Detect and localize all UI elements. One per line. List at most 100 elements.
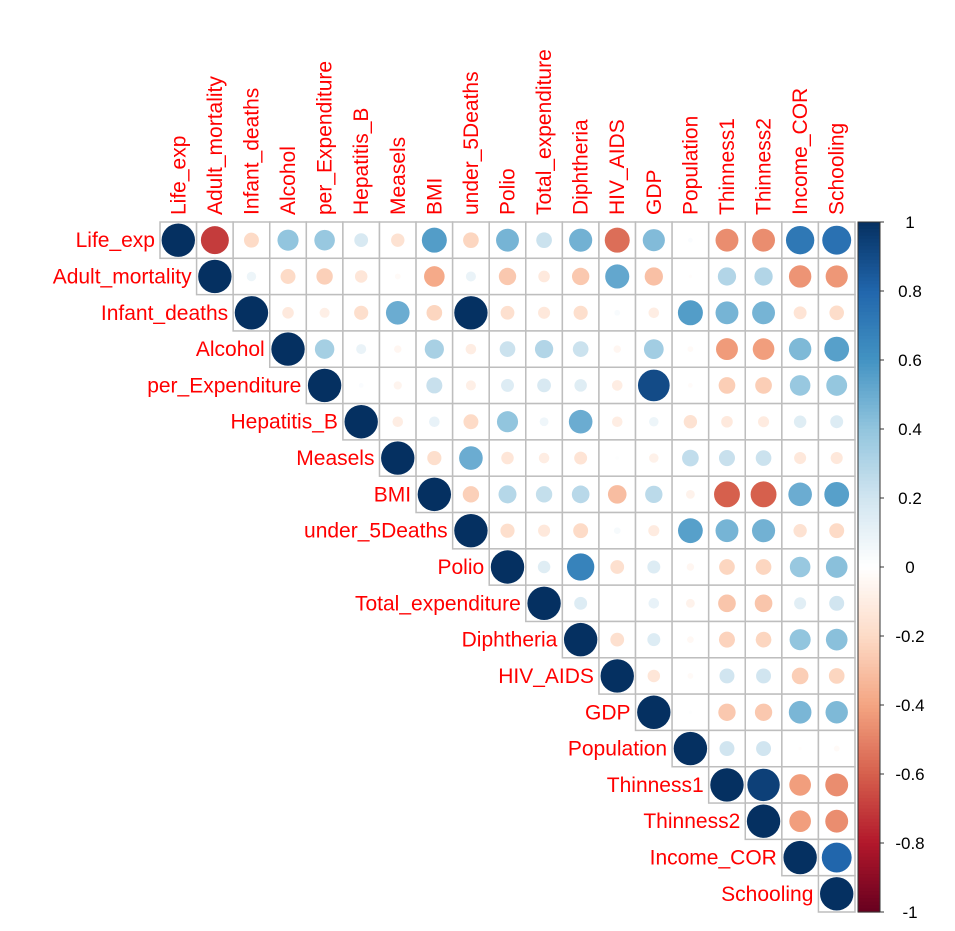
corr-circle-Life_exp-HIV_AIDS xyxy=(604,227,630,253)
colorbar-segment xyxy=(858,418,880,423)
corr-circle-Measels-GDP xyxy=(649,453,659,463)
column-label: Measels xyxy=(387,137,410,215)
column-label: per_Expenditure xyxy=(314,61,337,215)
corr-circle-Infant_deaths-Thinness1 xyxy=(715,301,739,325)
colorbar-segment xyxy=(858,887,880,892)
colorbar-segment xyxy=(858,660,880,665)
cell xyxy=(817,729,856,768)
corr-circle-Life_exp-Polio xyxy=(496,228,519,252)
cell xyxy=(598,584,637,623)
colorbar-segment xyxy=(858,366,880,371)
colorbar-segment xyxy=(858,415,880,420)
colorbar-segment xyxy=(858,573,880,578)
corr-circle-under_5Deaths-Polio xyxy=(500,523,515,538)
corr-circle-Measels-Income_COR xyxy=(794,452,807,465)
colorbar-segment xyxy=(858,736,880,741)
row-label: HIV_AIDS xyxy=(498,665,594,688)
colorbar-segment xyxy=(858,356,880,361)
row-label: GDP xyxy=(585,701,631,724)
column-label: Adult_mortality xyxy=(204,76,227,215)
colorbar-segment xyxy=(858,701,880,706)
colorbar-segment xyxy=(858,501,880,506)
colorbar-segment xyxy=(858,391,880,396)
corr-circle-GDP-Thinness1 xyxy=(718,703,736,721)
column-label: Infant_deaths xyxy=(240,88,263,215)
colorbar-segment xyxy=(858,718,880,723)
corr-circle-Polio-Population xyxy=(686,563,695,571)
colorbar-segment xyxy=(858,235,880,240)
corr-circle-Total_expenditure-Schooling xyxy=(829,595,845,611)
colorbar-segment xyxy=(858,770,880,775)
corr-circle-Adult_mortality-Infant_deaths xyxy=(246,271,257,282)
corr-circle-Adult_mortality-Total_expenditure xyxy=(538,270,550,283)
colorbar-segment xyxy=(858,774,880,779)
corr-circle-Infant_deaths-Total_expenditure xyxy=(538,306,551,319)
corr-circle-HIV_AIDS-Thinness2 xyxy=(756,668,772,684)
colorbar-segment xyxy=(858,698,880,703)
colorbar-segment xyxy=(858,874,880,879)
colorbar-segment xyxy=(858,435,880,440)
corr-circle-Infant_deaths-Income_COR xyxy=(793,306,807,320)
corr-circle-Measels-Polio xyxy=(501,451,514,465)
colorbar-segment xyxy=(858,477,880,482)
corr-circle-Infant_deaths-Measels xyxy=(385,300,410,325)
colorbar-segment xyxy=(858,253,880,258)
corr-circle-Hepatitis_B-Thinness1 xyxy=(721,415,733,428)
colorbar-segment xyxy=(858,732,880,737)
colorbar-segment xyxy=(858,598,880,603)
corr-circle-Population-Population xyxy=(673,731,708,766)
corr-circle-Life_exp-Income_COR xyxy=(785,225,815,255)
colorbar-segment xyxy=(858,832,880,837)
colorbar-segment xyxy=(858,694,880,699)
corr-circle-Hepatitis_B-Measels xyxy=(392,416,404,428)
colorbar-segment xyxy=(858,511,880,516)
colorbar-segment xyxy=(858,891,880,896)
corr-circle-Alcohol-Hepatitis_B xyxy=(356,344,367,355)
colorbar-segment xyxy=(858,404,880,409)
colorbar-segment xyxy=(858,729,880,734)
corr-circle-per_Expenditure-Income_COR xyxy=(789,375,811,396)
corr-circle-Adult_mortality-Thinness1 xyxy=(717,267,737,286)
row-label: Hepatitis_B xyxy=(231,411,338,434)
corr-circle-Total_expenditure-Thinness2 xyxy=(754,594,773,613)
colorbar-segment xyxy=(858,791,880,796)
corr-circle-Life_exp-under_5Deaths xyxy=(463,232,479,248)
colorbar-segment xyxy=(858,584,880,589)
corr-circle-Alcohol-Diphtheria xyxy=(572,341,589,357)
corr-circle-per_Expenditure-Measels xyxy=(393,381,402,390)
colorbar-segment xyxy=(858,863,880,868)
colorbar-tick-label: 0.8 xyxy=(898,282,922,301)
colorbar-segment xyxy=(858,491,880,496)
colorbar-segment xyxy=(858,332,880,337)
corr-circle-Measels-Thinness2 xyxy=(755,450,772,466)
corr-circle-Adult_mortality-BMI xyxy=(424,266,445,287)
colorbar-segment xyxy=(858,346,880,351)
corr-circle-under_5Deaths-under_5Deaths xyxy=(454,513,488,548)
corr-circle-GDP-Income_COR xyxy=(788,700,812,724)
colorbar-segment xyxy=(858,815,880,820)
colorbar-segment xyxy=(858,315,880,320)
corr-circle-Infant_deaths-per_Expenditure xyxy=(319,307,330,318)
colorbar-segment xyxy=(858,508,880,513)
colorbar-segment xyxy=(858,432,880,437)
corr-circle-Hepatitis_B-Diphtheria xyxy=(568,409,593,434)
corr-circle-Life_exp-Alcohol xyxy=(277,229,299,251)
corr-circle-Infant_deaths-BMI xyxy=(426,304,443,321)
corr-circle-per_Expenditure-Thinness1 xyxy=(718,377,736,394)
corr-circle-per_Expenditure-Schooling xyxy=(826,374,848,396)
corr-circle-Measels-Diphtheria xyxy=(574,451,588,465)
colorbar-tick-label: 1 xyxy=(905,213,914,232)
corr-circle-under_5Deaths-Diphtheria xyxy=(573,523,589,539)
column-label: Diphtheria xyxy=(570,119,593,215)
colorbar-segment xyxy=(858,342,880,347)
corr-circle-Alcohol-GDP xyxy=(643,339,664,359)
colorbar-segment xyxy=(858,898,880,903)
row-label: Total_expenditure xyxy=(355,592,521,615)
corr-circle-per_Expenditure-BMI xyxy=(426,377,443,394)
colorbar-segment xyxy=(858,259,880,264)
colorbar-segment xyxy=(858,525,880,530)
corr-circle-GDP-Population xyxy=(688,710,693,714)
colorbar-segment xyxy=(858,408,880,413)
corr-circle-Diphtheria-Schooling xyxy=(825,628,848,651)
